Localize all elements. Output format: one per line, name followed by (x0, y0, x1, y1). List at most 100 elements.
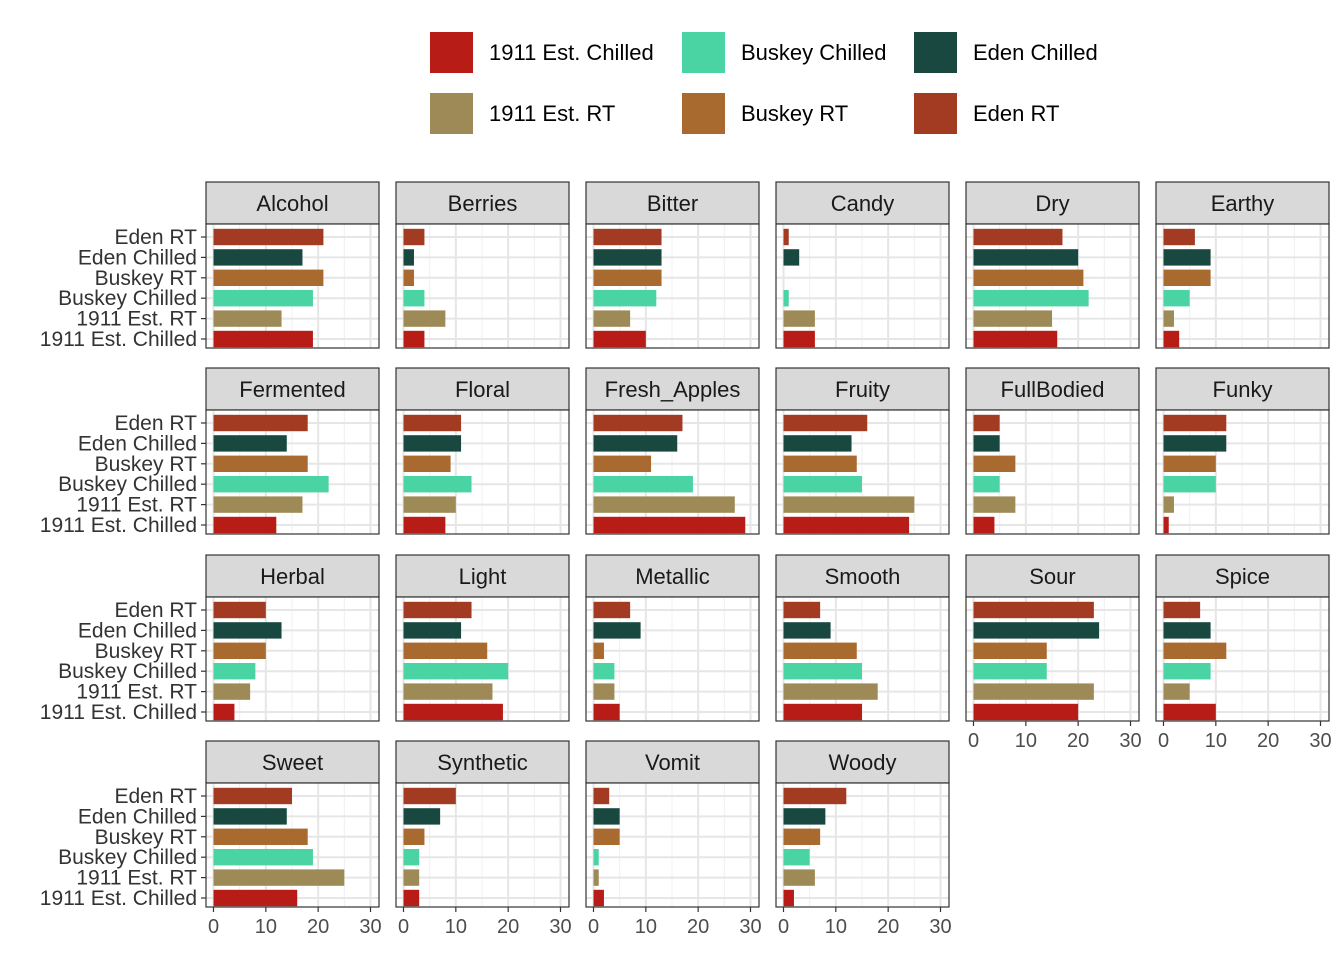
panel-border (965, 596, 1140, 722)
bar-woody-eden-chilled (783, 808, 826, 825)
facet-strip (395, 554, 570, 598)
x-tick-label: 0 (208, 916, 219, 938)
bar-fermented-eden-rt (213, 414, 308, 432)
facet-title: Fruity (835, 377, 890, 402)
bar-light-eden-rt (403, 601, 472, 619)
bar-fresh-apples-buskey-rt (593, 455, 652, 472)
bar-herbal-buskey-chilled (213, 663, 256, 680)
bar-funky-1911-est-chilled (1163, 516, 1169, 534)
y-tick-label: Eden Chilled (78, 619, 197, 642)
facet-title: Alcohol (256, 191, 328, 216)
bar-fruity-eden-rt (783, 414, 868, 432)
facet-vomit: Vomit 0 10 20 30 (585, 740, 762, 938)
x-tick-label: 0 (588, 916, 599, 938)
bar-light-buskey-chilled (403, 663, 509, 680)
bar-fullbodied-buskey-chilled (973, 476, 1000, 493)
bar-woody-1911-est-rt (783, 869, 815, 886)
bar-fermented-buskey-rt (213, 455, 308, 472)
bar-fruity-1911-est-rt (783, 496, 915, 513)
y-tick-label: Eden RT (115, 412, 198, 435)
bar-vomit-eden-chilled (593, 808, 620, 825)
bar-vomit-eden-rt (593, 787, 610, 805)
bar-herbal-1911-est-chilled (213, 703, 235, 721)
bar-herbal-1911-est-rt (213, 683, 251, 700)
bar-synthetic-1911-est-chilled (403, 889, 420, 907)
facet-light: Light (395, 554, 570, 722)
bar-funky-buskey-rt (1163, 455, 1216, 472)
facet-earthy: Earthy (1155, 181, 1330, 349)
y-tick-label: 1911 Est. Chilled (40, 887, 197, 910)
bar-floral-1911-est-chilled (403, 516, 446, 534)
bar-synthetic-1911-est-rt (403, 869, 420, 886)
x-tick-label: 30 (359, 916, 381, 938)
bar-fermented-buskey-chilled (213, 476, 329, 493)
bar-bitter-eden-chilled (593, 249, 662, 266)
bar-bitter-eden-rt (593, 228, 662, 246)
bar-earthy-eden-chilled (1163, 249, 1211, 266)
facet-strip (205, 554, 380, 598)
bar-smooth-eden-rt (783, 601, 821, 619)
bar-dry-buskey-chilled (973, 290, 1089, 307)
bar-fresh-apples-1911-est-rt (593, 496, 735, 513)
bar-dry-1911-est-chilled (973, 330, 1058, 348)
legend-label-buskey-rt: Buskey RT (741, 101, 848, 126)
bar-bitter-buskey-chilled (593, 290, 657, 307)
bar-vomit-buskey-rt (593, 828, 620, 845)
facet-strip (775, 740, 950, 784)
y-tick-label: 1911 Est. RT (76, 308, 197, 331)
facet-strip (1155, 181, 1330, 225)
panel-border (585, 782, 760, 908)
bar-funky-buskey-chilled (1163, 476, 1216, 493)
facet-strip (775, 554, 950, 598)
y-tick-label: Eden Chilled (78, 246, 197, 269)
facet-strip (965, 367, 1140, 411)
bar-candy-eden-chilled (783, 249, 800, 266)
bar-alcohol-eden-chilled (213, 249, 303, 266)
y-tick-label: 1911 Est. Chilled (40, 514, 197, 537)
bar-alcohol-1911-est-rt (213, 310, 282, 327)
panel-border (205, 596, 380, 722)
bar-metallic-eden-rt (593, 601, 631, 619)
bar-berries-buskey-chilled (403, 290, 425, 307)
bar-fresh-apples-eden-chilled (593, 435, 678, 452)
legend-key-eden-rt (914, 93, 957, 134)
bar-sweet-eden-rt (213, 787, 292, 805)
x-tick-label: 30 (1119, 730, 1141, 752)
y-tick-label: Eden Chilled (78, 805, 197, 828)
facet-title: Floral (455, 377, 510, 402)
bar-berries-buskey-rt (403, 269, 414, 286)
bar-fullbodied-eden-rt (973, 414, 1000, 432)
bar-bitter-buskey-rt (593, 269, 662, 286)
bar-metallic-buskey-rt (593, 642, 604, 659)
x-tick-label: 20 (307, 916, 329, 938)
panel-border (585, 409, 760, 535)
panel-border (395, 596, 570, 722)
bar-fruity-1911-est-chilled (783, 516, 910, 534)
facet-strip (585, 181, 760, 225)
y-tick-label: Buskey Chilled (58, 473, 197, 496)
legend-key-1911-est-rt (430, 93, 473, 134)
facet-dry: Dry (965, 181, 1140, 349)
facet-woody: Woody 0 10 20 30 (775, 740, 952, 938)
bar-floral-buskey-rt (403, 455, 451, 472)
bar-woody-eden-rt (783, 787, 847, 805)
bar-sweet-eden-chilled (213, 808, 287, 825)
bar-bitter-1911-est-chilled (593, 330, 646, 348)
x-tick-label: 10 (255, 916, 277, 938)
bar-smooth-1911-est-rt (783, 683, 878, 700)
bar-fermented-eden-chilled (213, 435, 287, 452)
panel-border (775, 782, 950, 908)
bar-funky-eden-chilled (1163, 435, 1227, 452)
bar-dry-1911-est-rt (973, 310, 1052, 327)
legend-label-1911-est-chilled: 1911 Est. Chilled (489, 40, 654, 65)
x-tick-label: 0 (398, 916, 409, 938)
bar-metallic-1911-est-chilled (593, 703, 620, 721)
bar-sour-buskey-rt (973, 642, 1047, 659)
bar-sweet-buskey-rt (213, 828, 308, 845)
legend: 1911 Est. Chilled Buskey Chilled Eden Chil… (430, 32, 1098, 134)
panel-border (775, 409, 950, 535)
x-tick-label: 0 (778, 916, 789, 938)
bar-woody-buskey-chilled (783, 849, 810, 866)
